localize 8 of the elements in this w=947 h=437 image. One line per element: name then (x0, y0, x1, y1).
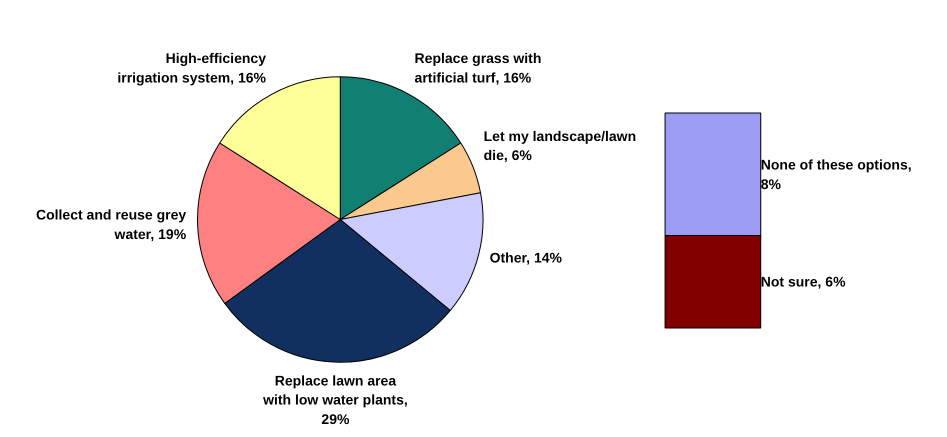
slice-label: High-efficiency irrigation system, 16% (117, 50, 267, 86)
slice-label: Replace grass with artificial turf, 16% (414, 50, 542, 86)
slice-label: Collect and reuse grey water, 19% (36, 206, 187, 242)
slice-label: Replace lawn area with low water plants, 29% (262, 372, 408, 427)
series-label: Not sure, 6% (760, 274, 846, 290)
series-label: None of these options, 8% (760, 156, 912, 192)
slice-label: Other, 14% (490, 250, 563, 266)
slice-label: Let my landscape/lawn die, 6% (484, 128, 636, 164)
